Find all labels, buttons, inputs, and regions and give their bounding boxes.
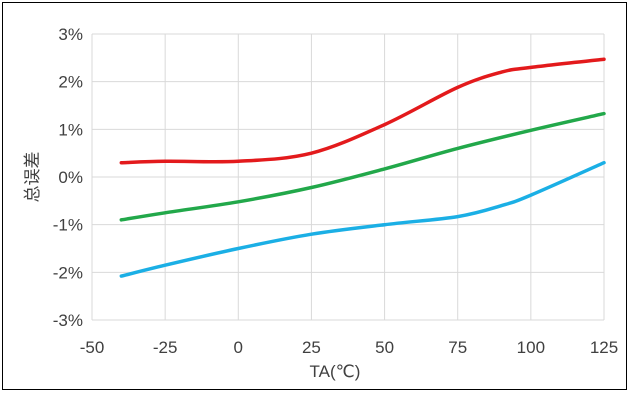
series-line-green — [119, 111, 606, 222]
series-line-blue — [119, 160, 606, 278]
x-tick-label: 50 — [375, 338, 394, 357]
x-tick-label: -50 — [80, 338, 105, 357]
x-tick-label: -25 — [153, 338, 178, 357]
grid — [91, 33, 605, 321]
y-tick-label: -2% — [53, 263, 83, 282]
series-line-red — [119, 57, 606, 165]
x-tick-label: 100 — [517, 338, 545, 357]
y-tick-label: 1% — [58, 120, 83, 139]
y-tick-label: 0% — [58, 168, 83, 187]
x-axis-title: TA(℃) — [310, 362, 361, 381]
x-tick-label: 0 — [234, 338, 243, 357]
y-tick-label: -1% — [53, 216, 83, 235]
x-tick-label: 25 — [302, 338, 321, 357]
x-tick-label: 125 — [590, 338, 618, 357]
y-tick-label: 3% — [58, 25, 83, 44]
y-axis-title: 总误差 — [23, 152, 42, 203]
tick-labels: -50 -25 0 25 50 75 100 125 -3% -2% -1% 0% 1% 2% 3% — [53, 25, 618, 357]
series-lines — [119, 57, 606, 278]
y-tick-label: 2% — [58, 73, 83, 92]
x-tick-label: 75 — [448, 338, 467, 357]
y-tick-label: -3% — [53, 311, 83, 330]
